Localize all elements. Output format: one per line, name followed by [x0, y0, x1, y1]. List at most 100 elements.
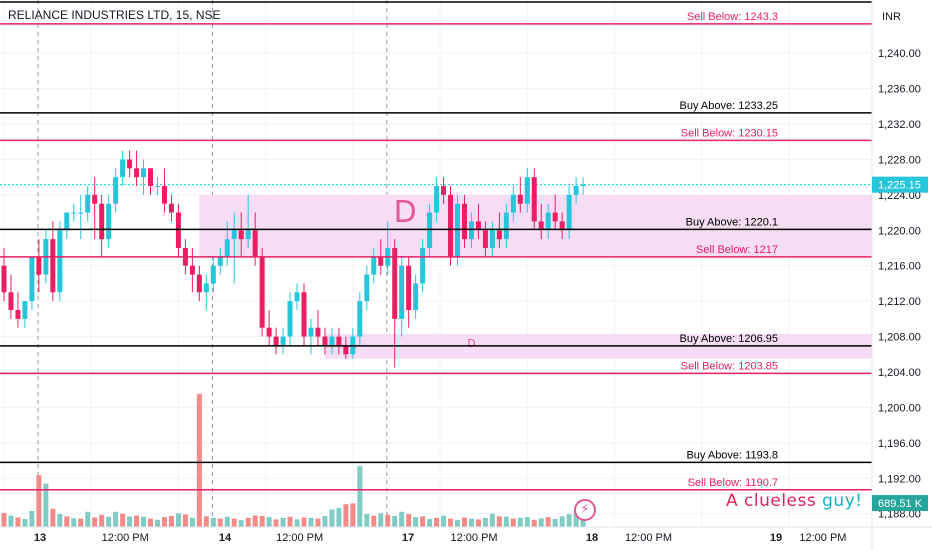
- volume-bar: [266, 517, 272, 527]
- currency-label[interactable]: INR: [882, 11, 901, 23]
- volume-bar: [517, 517, 523, 527]
- buy-level-label: Buy Above: 1206.95: [680, 333, 778, 345]
- volume-bar: [99, 514, 105, 527]
- candle-body: [301, 292, 307, 337]
- candle-body: [364, 274, 370, 302]
- candle-body: [315, 327, 321, 337]
- candle-body: [148, 168, 154, 186]
- volume-bar: [224, 516, 230, 527]
- volume-bar: [406, 514, 412, 527]
- candle-body: [461, 203, 467, 240]
- volume-bar: [468, 518, 474, 527]
- candle-body: [378, 256, 384, 266]
- volume-bar: [15, 517, 21, 527]
- candle-body: [127, 159, 133, 169]
- volume-bar: [273, 519, 279, 527]
- volume-bar: [503, 516, 509, 527]
- candle-body: [238, 230, 244, 240]
- volume-bar: [329, 509, 335, 527]
- time-tick-label: 12:00 PM: [102, 532, 149, 544]
- volume-bar: [161, 517, 167, 527]
- candle-body: [224, 239, 230, 257]
- candle-body: [36, 256, 42, 275]
- candle-body: [468, 221, 474, 240]
- candle-body: [92, 194, 98, 204]
- price-tick-label: 1,188.00: [878, 509, 921, 521]
- candle-body: [294, 292, 300, 302]
- price-tick-label: 1,240.00: [878, 48, 921, 60]
- candle-body: [392, 248, 398, 319]
- candle-body: [559, 221, 565, 231]
- volume-bar: [71, 518, 77, 527]
- volume-bar: [252, 515, 258, 527]
- volume-bar: [231, 518, 237, 527]
- volume-bar: [106, 516, 112, 527]
- last-price-badge: [872, 176, 928, 193]
- candle-body: [1, 265, 7, 293]
- candle-body: [552, 212, 558, 222]
- watermark: A clueless guy!: [726, 491, 863, 511]
- volume-bar: [29, 511, 35, 527]
- candle-body: [420, 248, 426, 284]
- watermark-part1: A clueless: [726, 491, 817, 511]
- last-price-label: 1,225.15: [878, 180, 921, 192]
- candle-body: [441, 186, 447, 195]
- candle-body: [15, 310, 21, 319]
- candle-body: [545, 212, 551, 231]
- volume-bar: [371, 515, 377, 527]
- candle-body: [399, 265, 405, 319]
- sell-level-label: Sell Below: 1217: [696, 244, 778, 256]
- lightning-bolt-icon[interactable]: ⚡: [574, 499, 596, 521]
- price-tick-label: 1,204.00: [878, 367, 921, 379]
- candle-body: [455, 203, 461, 257]
- volume-bar: [141, 516, 147, 527]
- volume-bar: [50, 508, 56, 527]
- volume-bar: [210, 517, 216, 527]
- volume-bar: [524, 517, 530, 527]
- time-tick-label: 12:00 PM: [625, 532, 672, 544]
- candle-body: [503, 212, 509, 240]
- volume-bar: [343, 504, 349, 527]
- time-tick-label: 12:00 PM: [451, 532, 498, 544]
- zone-label: D: [394, 195, 417, 230]
- sell-level-label: Sell Below: 1243.3: [687, 11, 778, 23]
- time-tick-label: 19: [770, 532, 782, 544]
- volume-bar: [413, 517, 419, 527]
- candle-body: [29, 256, 35, 302]
- candle-body: [113, 177, 119, 204]
- candle-body: [168, 203, 174, 213]
- volume-bar: [1, 512, 7, 527]
- candle-body: [280, 336, 286, 346]
- candle-body: [231, 230, 237, 240]
- volume-bar: [238, 520, 244, 527]
- volume-bar: [148, 518, 154, 527]
- candle-body: [496, 230, 502, 240]
- volume-bar: [22, 519, 28, 527]
- candle-body: [531, 177, 537, 222]
- volume-bar: [301, 517, 307, 527]
- candle-body: [78, 212, 84, 214]
- candle-body: [252, 230, 258, 257]
- volume-bar: [322, 515, 328, 527]
- price-tick-label: 1,212.00: [878, 296, 921, 308]
- candle-body: [510, 194, 516, 213]
- volume-bar: [85, 511, 91, 527]
- candle-body: [120, 159, 126, 178]
- candle-body: [329, 336, 335, 346]
- candle-body: [357, 301, 363, 337]
- candle-body: [259, 256, 265, 328]
- candle-body: [22, 301, 28, 319]
- volume-bar: [357, 466, 363, 527]
- buy-level-label: Buy Above: 1233.25: [680, 100, 778, 112]
- watermark-part2: guy!: [822, 491, 863, 511]
- volume-bar: [287, 516, 293, 527]
- candle-body: [189, 265, 195, 275]
- candle-body: [50, 239, 56, 293]
- candle-body: [475, 221, 481, 231]
- sell-level-label: Sell Below: 1203.85: [681, 360, 778, 372]
- volume-bar: [427, 519, 433, 527]
- candle-body: [427, 212, 433, 248]
- volume-bar: [392, 515, 398, 527]
- candle-body: [482, 230, 488, 248]
